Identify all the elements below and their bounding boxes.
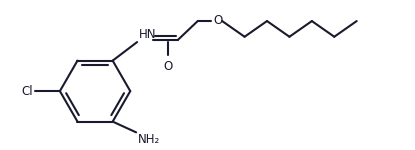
Text: Cl: Cl <box>22 85 34 98</box>
Text: O: O <box>163 60 173 73</box>
Text: O: O <box>213 14 222 27</box>
Text: HN: HN <box>139 28 156 41</box>
Text: NH₂: NH₂ <box>138 133 160 146</box>
